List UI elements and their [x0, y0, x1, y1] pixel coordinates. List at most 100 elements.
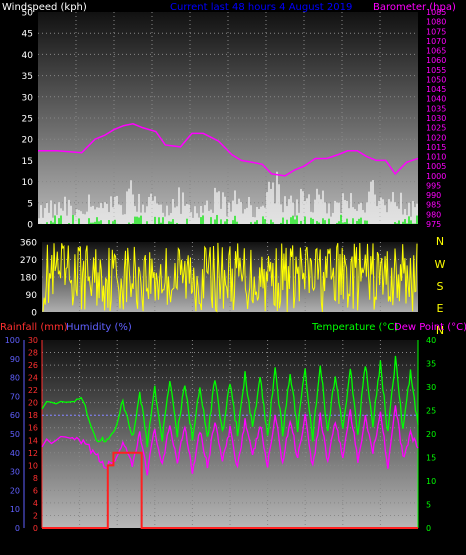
dewpoint-axis-label: Dew Point (°C): [394, 322, 466, 333]
wind-tick-label: 40: [22, 51, 34, 61]
compass-letter: N: [436, 235, 444, 248]
top-grid: [38, 12, 418, 224]
top-day-label: Day 19: [62, 229, 91, 238]
barometer-tick-label: 1030: [426, 114, 446, 123]
bottom-day-label: Day 4: [369, 536, 392, 545]
rainfall-tick-label: 30: [28, 336, 38, 345]
wind-tick-label: 50: [22, 9, 34, 19]
bottom-day-label: Day 19: [65, 536, 94, 545]
bottom-day-label: Day 23: [141, 536, 170, 545]
humidity-tick-label: 40: [10, 449, 20, 458]
temperature-axis-label: Temperature (°C): [311, 322, 398, 333]
barometer-tick-label: 985: [426, 201, 441, 210]
wind-direction-trace: [42, 242, 418, 313]
chart-subtitle: Current last 48 hours 4 August 2019: [170, 2, 352, 13]
temperature-tick-label: 10: [426, 477, 436, 486]
temperature-axis-ticks: 0 5 10 15 20 25 30 35 40: [426, 336, 436, 533]
temperature-tick-label: 25: [426, 407, 436, 416]
rainfall-tick-label: 18: [28, 411, 38, 420]
top-day-labels: Day 19 Day 21 Day 23 Day 25 Day 27 Day 29 Day …: [62, 229, 392, 238]
barometer-tick-label: 1055: [426, 66, 446, 75]
barometer-tick-label: 1045: [426, 85, 446, 94]
top-series: [38, 123, 419, 177]
humidity-axis-label: Humidity (%): [66, 322, 132, 333]
rainfall-axis-label: Rainfall (mm): [0, 322, 68, 333]
compass-letter: W: [435, 258, 446, 271]
direction-axis-ticks: 0 90 180 270 360: [20, 239, 37, 319]
barometer-tick-label: 990: [426, 191, 441, 200]
compass-letter: E: [437, 302, 444, 315]
temperature-tick-label: 0: [426, 524, 431, 533]
barometer-tick-label: 1005: [426, 162, 446, 171]
rainfall-line: [42, 451, 418, 529]
bottom-series: [41, 355, 419, 529]
temperature-line: [41, 355, 419, 448]
barometer-tick-label: 1020: [426, 133, 446, 142]
bottom-day-label: Day 2: [331, 536, 354, 545]
temperature-tick-label: 20: [426, 430, 436, 439]
humidity-tick-label: 50: [10, 430, 20, 439]
humidity-tick-label: 70: [10, 392, 20, 401]
barometer-tick-label: 1075: [426, 27, 446, 36]
barometer-tick-label: 995: [426, 181, 441, 190]
temperature-tick-label: 30: [426, 383, 436, 392]
rainfall-tick-label: 0: [33, 524, 38, 533]
wind-speed-bars: [38, 171, 418, 224]
barometer-tick-label: 980: [426, 210, 441, 219]
rainfall-tick-label: 8: [33, 474, 38, 483]
wind-tick-label: 10: [22, 178, 34, 188]
compass-letter: N: [436, 324, 444, 337]
humidity-tick-label: 90: [10, 355, 20, 364]
humidity-tick-label: 30: [10, 468, 20, 477]
barometer-tick-label: 1040: [426, 95, 446, 104]
direction-tick-label: 270: [20, 256, 37, 266]
barometer-tick-label: 975: [426, 220, 441, 229]
barometer-tick-label: 1000: [426, 172, 446, 181]
humidity-tick-label: 80: [10, 374, 20, 383]
wind-tick-label: 5: [27, 199, 33, 209]
rainfall-tick-label: 14: [28, 436, 38, 445]
top-day-label: Day 31: [290, 229, 319, 238]
rainfall-tick-label: 12: [28, 449, 38, 458]
direction-tick-label: 0: [31, 309, 37, 319]
bottom-day-labels: Day 19 Day 21 Day 23 Day 25 Day 27 Day 29 Day …: [65, 536, 392, 545]
wind-axis-label: Windspeed (kph): [2, 2, 87, 13]
direction-tick-label: 360: [20, 239, 37, 249]
bottom-day-label: Day 25: [178, 536, 207, 545]
wind-tick-label: 35: [22, 72, 33, 82]
rainfall-tick-label: 2: [33, 511, 38, 520]
top-day-label: Day 25: [176, 229, 205, 238]
barometer-tick-label: 1050: [426, 75, 446, 84]
top-day-label: Day 23: [138, 229, 167, 238]
barometer-tick-label: 1015: [426, 143, 446, 152]
barometer-axis-ticks: 9759809859909951000100510101015102010251…: [426, 8, 446, 229]
rainfall-tick-label: 20: [28, 399, 38, 408]
bottom-day-label: Day 21: [103, 536, 132, 545]
barometer-line: [38, 123, 419, 177]
rainfall-tick-label: 22: [28, 386, 38, 395]
top-day-label: Day 29: [252, 229, 281, 238]
compass-letter: S: [437, 280, 444, 293]
temperature-tick-label: 35: [426, 360, 436, 369]
barometer-tick-label: 1070: [426, 37, 446, 46]
barometer-tick-label: 1085: [426, 8, 446, 17]
wind-axis-ticks: 0 5 10 15 20 25 30 35 40 45 50: [22, 9, 34, 231]
barometer-tick-label: 1010: [426, 153, 446, 162]
humidity-tick-label: 100: [5, 336, 20, 345]
wind-tick-label: 20: [22, 136, 34, 146]
humidity-tick-label: 60: [10, 411, 20, 420]
wind-tick-label: 25: [22, 115, 33, 125]
barometer-tick-label: 1065: [426, 47, 446, 56]
barometer-tick-label: 1080: [426, 18, 446, 27]
top-day-label: Day 2: [330, 229, 353, 238]
rainfall-tick-label: 4: [33, 499, 38, 508]
direction-tick-label: 180: [20, 274, 37, 284]
wind-tick-label: 0: [27, 221, 33, 231]
rainfall-tick-label: 10: [28, 461, 38, 470]
bottom-day-label: Day 27: [216, 536, 245, 545]
wind-tick-label: 30: [22, 93, 34, 103]
barometer-axis-label: Barometer (hpa): [373, 2, 456, 13]
